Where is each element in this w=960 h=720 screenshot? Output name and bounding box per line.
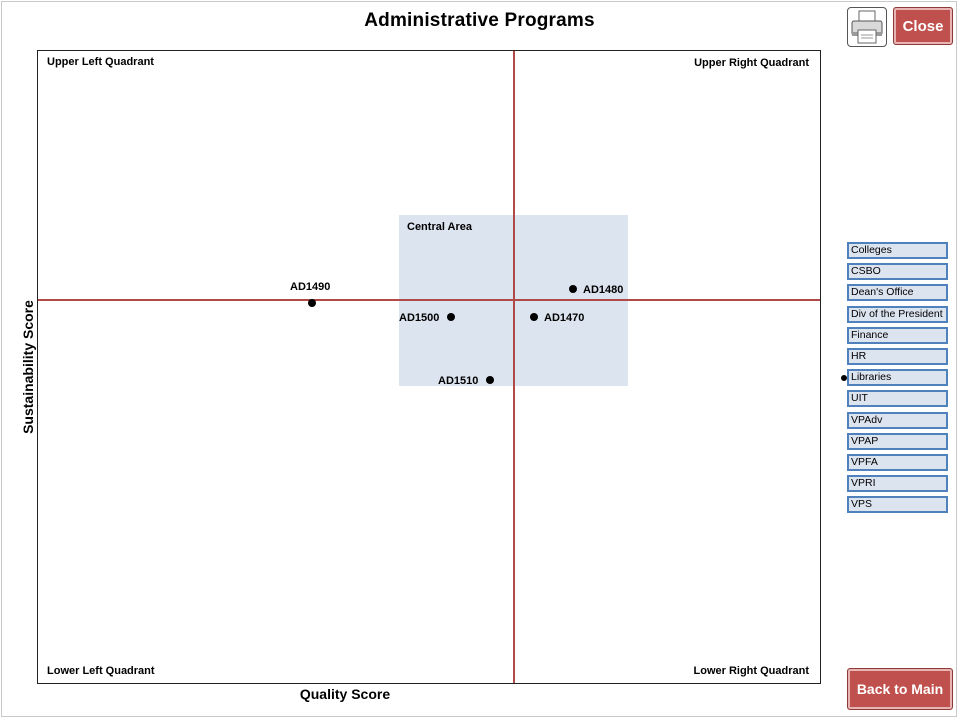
filter-item-colleges[interactable]: Colleges bbox=[847, 242, 948, 259]
upper-left-quadrant-label: Upper Left Quadrant bbox=[47, 56, 154, 68]
data-point-ad1500[interactable] bbox=[447, 313, 455, 321]
data-point-label: AD1470 bbox=[544, 312, 585, 324]
filter-item-csbo[interactable]: CSBO bbox=[847, 263, 948, 281]
printer-icon bbox=[851, 10, 883, 44]
page-title: Administrative Programs bbox=[364, 10, 595, 31]
data-point-ad1470[interactable] bbox=[530, 313, 538, 321]
x-axis-label: Quality Score bbox=[299, 686, 391, 702]
upper-right-quadrant-label: Upper Right Quadrant bbox=[694, 57, 809, 69]
lower-right-quadrant-label: Lower Right Quadrant bbox=[693, 665, 810, 677]
quadrant-chart: Central Area Upper Left Quadrant Upper R… bbox=[37, 50, 821, 684]
data-point-ad1490[interactable] bbox=[308, 299, 316, 307]
filter-item-vpadv[interactable]: VPAdv bbox=[847, 411, 948, 429]
vertical-divider bbox=[513, 51, 515, 683]
central-area-label: Central Area bbox=[407, 221, 473, 233]
y-axis-label: Sustainability Score bbox=[20, 300, 36, 434]
data-point-label: AD1490 bbox=[290, 281, 331, 293]
selected-filter-marker bbox=[841, 375, 847, 381]
filter-item-div-of-the-president[interactable]: Div of the President bbox=[847, 305, 948, 323]
data-point-label: AD1500 bbox=[399, 312, 440, 324]
lower-left-quadrant-label: Lower Left Quadrant bbox=[47, 665, 155, 677]
filter-item-vpap[interactable]: VPAP bbox=[847, 432, 948, 450]
data-point-label: AD1510 bbox=[438, 375, 479, 387]
filter-item-finance[interactable]: Finance bbox=[847, 326, 948, 344]
filter-item-vps[interactable]: VPS bbox=[847, 496, 948, 514]
department-filter-list: Colleges CSBO Dean's Office Div of the P… bbox=[847, 242, 948, 517]
data-point-label: AD1480 bbox=[583, 284, 624, 296]
print-button[interactable] bbox=[847, 7, 887, 47]
filter-item-uit[interactable]: UIT bbox=[847, 390, 948, 408]
data-point-ad1510[interactable] bbox=[486, 376, 494, 384]
filter-item-hr[interactable]: HR bbox=[847, 347, 948, 365]
close-button[interactable]: Close bbox=[893, 7, 953, 45]
filter-item-deans-office[interactable]: Dean's Office bbox=[847, 284, 948, 302]
data-point-ad1480[interactable] bbox=[569, 285, 577, 293]
filter-item-vpfa[interactable]: VPFA bbox=[847, 453, 948, 471]
back-to-main-button[interactable]: Back to Main bbox=[847, 668, 953, 710]
horizontal-divider bbox=[38, 299, 820, 301]
filter-item-vpri[interactable]: VPRI bbox=[847, 475, 948, 493]
filter-item-libraries[interactable]: Libraries bbox=[847, 369, 948, 387]
